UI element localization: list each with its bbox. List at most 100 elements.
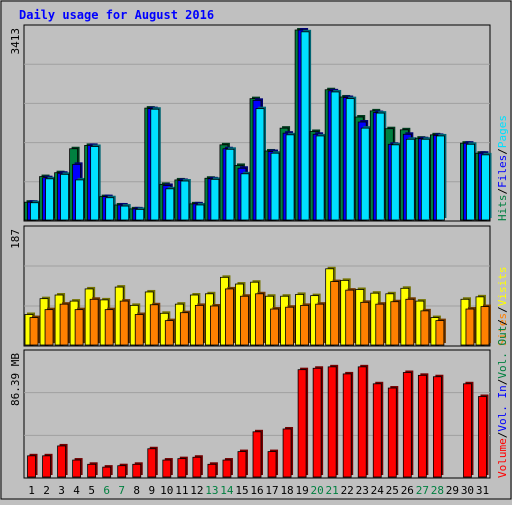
bar-volume-8 — [132, 463, 142, 478]
panel-volume: 86.39 MB — [9, 349, 491, 479]
x-tick-label: 28 — [431, 484, 444, 497]
bar-pages-11 — [180, 180, 190, 221]
bar-sites-15 — [240, 295, 249, 346]
bar-pages-22 — [345, 98, 355, 221]
bar-volume-12 — [192, 456, 202, 478]
bar-volume-2 — [42, 455, 51, 478]
bar-volume-9 — [147, 448, 157, 478]
legend-group-1: Hits/Files/Pages — [496, 115, 509, 221]
bar-volume-20 — [312, 367, 322, 478]
bar-volume-14 — [222, 459, 232, 478]
bar-pages-25 — [390, 144, 400, 221]
legend-group-3: Volume/Vol. In/Vol. Out/ — [496, 319, 509, 478]
x-axis: 1 2 3 4 5 6 7 8 9 10 11 12 13 14 15 16 17 18 19 20 21 22 23 24 2… — [28, 484, 489, 497]
bar-sites-28 — [435, 320, 445, 346]
legend-entry: Hits — [496, 195, 509, 222]
bar-pages-24 — [375, 112, 385, 221]
bar-pages-2 — [45, 178, 54, 221]
bar-volume-23 — [357, 366, 367, 478]
bar-sites-16 — [255, 293, 264, 346]
bar-sites-14 — [225, 288, 234, 346]
bar-pages-28 — [435, 135, 445, 221]
bar-sites-20 — [315, 303, 325, 346]
bar-pages-31 — [481, 154, 490, 221]
bar-pages-7 — [120, 205, 130, 221]
bar-sites-9 — [149, 304, 159, 346]
bar-pages-20 — [315, 135, 325, 221]
x-tick-label: 8 — [133, 484, 140, 497]
bar-pages-9 — [150, 108, 160, 221]
bar-pages-16 — [255, 108, 265, 221]
bar-volume-28 — [432, 376, 442, 478]
panel-max-label: 3413 — [9, 28, 22, 55]
bar-volume-5 — [87, 463, 97, 478]
x-tick-label: 29 — [446, 484, 459, 497]
x-tick-label: 26 — [401, 484, 414, 497]
bar-volume-10 — [162, 459, 172, 478]
bar-volume-22 — [342, 373, 352, 478]
x-tick-label: 7 — [118, 484, 125, 497]
bar-volume-16 — [252, 431, 262, 478]
chart-legends: Hits/Files/PagesSites/VisitsVolume/Vol. … — [496, 115, 509, 478]
bar-pages-1 — [30, 202, 39, 221]
bar-pages-14 — [225, 148, 235, 221]
bar-sites-17 — [270, 308, 279, 346]
x-tick-label: 5 — [88, 484, 95, 497]
x-tick-label: 17 — [265, 484, 278, 497]
bar-sites-31 — [480, 306, 490, 346]
x-tick-label: 1 — [28, 484, 35, 497]
bar-sites-24 — [375, 303, 385, 346]
bar-pages-30 — [466, 143, 475, 221]
bar-pages-15 — [240, 173, 250, 221]
bar-sites-3 — [59, 303, 69, 346]
legend-entry: Files — [496, 155, 509, 188]
x-tick-label: 4 — [73, 484, 80, 497]
x-tick-label: 24 — [371, 484, 385, 497]
x-tick-label: 15 — [235, 484, 248, 497]
bar-sites-11 — [179, 312, 189, 346]
legend-entry: Vol. In — [496, 385, 509, 431]
bar-sites-6 — [104, 309, 114, 346]
bar-pages-26 — [405, 138, 415, 221]
panel-max-label: 86.39 MB — [9, 353, 22, 406]
legend-entry: Visits — [496, 267, 509, 307]
x-tick-label: 18 — [280, 484, 293, 497]
x-tick-label: 6 — [103, 484, 110, 497]
bar-sites-4 — [74, 309, 84, 346]
bar-pages-18 — [285, 134, 295, 221]
legend-entry: / — [496, 432, 509, 439]
panel-max-label: 187 — [9, 229, 22, 249]
bar-sites-25 — [390, 301, 400, 346]
bar-sites-26 — [405, 298, 415, 346]
bar-sites-12 — [194, 304, 204, 346]
x-tick-label: 19 — [295, 484, 308, 497]
bar-volume-3 — [57, 445, 66, 478]
bar-volume-4 — [72, 459, 82, 478]
bar-pages-17 — [270, 152, 280, 221]
bar-volume-13 — [207, 463, 217, 478]
bar-volume-26 — [402, 372, 412, 478]
bar-pages-12 — [195, 204, 205, 221]
bar-sites-23 — [360, 301, 370, 346]
bar-sites-27 — [420, 310, 430, 346]
bar-sites-2 — [44, 309, 54, 346]
bar-volume-31 — [478, 396, 487, 478]
bar-volume-1 — [27, 455, 36, 478]
bar-volume-27 — [417, 374, 427, 478]
legend-entry: / — [496, 319, 509, 326]
x-tick-label: 27 — [416, 484, 429, 497]
bar-pages-3 — [60, 173, 69, 221]
legend-entry: / — [496, 188, 509, 195]
bar-pages-23 — [360, 127, 370, 221]
bar-pages-4 — [75, 179, 85, 221]
legend-entry: / — [496, 306, 509, 313]
x-tick-label: 3 — [58, 484, 65, 497]
bar-sites-30 — [465, 308, 475, 346]
bar-sites-10 — [164, 320, 174, 346]
legend-entry: Pages — [496, 115, 509, 148]
x-tick-label: 9 — [148, 484, 155, 497]
